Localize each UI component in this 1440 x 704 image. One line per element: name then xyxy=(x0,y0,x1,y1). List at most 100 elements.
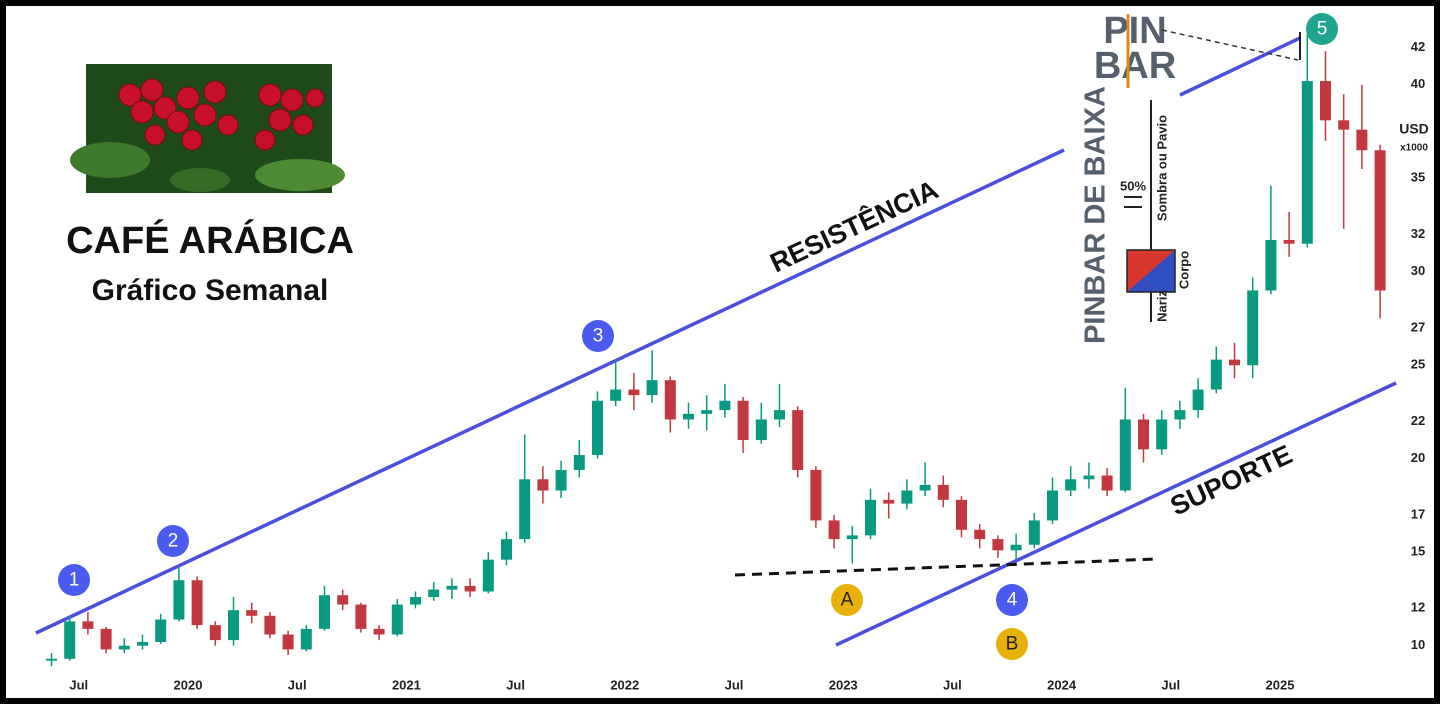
candle-body xyxy=(446,585,458,590)
candle-body xyxy=(391,604,403,635)
candle-body xyxy=(501,539,512,560)
resistance-line xyxy=(35,148,1065,635)
logo-text: BAR xyxy=(1094,45,1176,87)
candle-body xyxy=(337,595,349,605)
x-tick-label: 2020 xyxy=(174,677,203,692)
candle-body xyxy=(428,589,440,598)
coffee-photo xyxy=(70,64,345,193)
pinbar-body xyxy=(1126,249,1176,293)
point-marker: 2 xyxy=(157,525,189,557)
candle-body xyxy=(646,380,658,396)
candle-body xyxy=(464,585,476,592)
candle-body xyxy=(1065,479,1077,491)
resistance-line xyxy=(1179,36,1301,97)
marker-label: 4 xyxy=(1007,590,1018,611)
candle-body xyxy=(737,400,749,441)
candle-body xyxy=(683,413,694,420)
y-tick-label: 17 xyxy=(1411,506,1425,521)
y-tick-label: 10 xyxy=(1411,637,1425,652)
candle-body xyxy=(209,625,221,641)
candle-body xyxy=(118,645,130,650)
y-tick-label: 35 xyxy=(1411,170,1425,185)
y-tick-label: 27 xyxy=(1411,319,1425,334)
candle-body xyxy=(482,559,494,592)
candle-body xyxy=(573,454,585,470)
y-tick-label: 12 xyxy=(1411,600,1425,615)
y-axis-unit: x1000 xyxy=(1400,143,1428,154)
candle-body xyxy=(1210,359,1222,390)
candle-body xyxy=(1356,129,1368,151)
candle-body xyxy=(1301,81,1313,244)
point-marker: 3 xyxy=(582,320,614,352)
pinbar-legend: PIN BAR PINBAR DE BAIXA 50% Sombra ou Pa… xyxy=(1080,10,1301,344)
x-tick-label: Jul xyxy=(288,677,307,692)
marker-label: 5 xyxy=(1317,19,1328,40)
x-tick-label: 2024 xyxy=(1047,677,1077,692)
candle-body xyxy=(1374,150,1386,291)
y-tick-label: 22 xyxy=(1411,413,1425,428)
candle-body xyxy=(792,410,804,470)
chart-subtitle: Gráfico Semanal xyxy=(92,274,329,307)
candle-body xyxy=(701,410,713,414)
x-tick-label: Jul xyxy=(506,677,525,692)
candle-body xyxy=(1028,520,1040,545)
marker-label: 1 xyxy=(69,570,80,591)
candle-body xyxy=(628,389,640,396)
marker-label: 3 xyxy=(593,326,604,347)
candle-body xyxy=(1174,410,1186,420)
candle-body xyxy=(319,595,330,629)
candle-body xyxy=(664,380,676,420)
candle-body xyxy=(846,535,858,540)
candle-body xyxy=(937,484,949,500)
candle-body xyxy=(1156,419,1168,450)
x-tick-label: Jul xyxy=(69,677,88,692)
candle-body xyxy=(1010,544,1022,551)
marker-label: B xyxy=(1006,634,1019,655)
candle-body xyxy=(155,619,167,642)
x-tick-label: Jul xyxy=(725,677,744,692)
y-tick-label: 42 xyxy=(1411,39,1425,54)
candle-body xyxy=(1247,290,1259,366)
candles xyxy=(46,34,1386,667)
y-tick-label: 20 xyxy=(1411,450,1425,465)
candle-body xyxy=(373,628,385,635)
legend-shadow: Sombra ou Pavio xyxy=(1154,115,1169,221)
legend-nose: Nariz xyxy=(1154,290,1169,322)
candle-body xyxy=(1119,419,1131,491)
candle-body xyxy=(901,490,913,504)
candle-body xyxy=(228,610,239,641)
candle-body xyxy=(191,580,203,626)
candle-body xyxy=(719,400,731,411)
x-tick-label: Jul xyxy=(1161,677,1180,692)
y-tick-label: 40 xyxy=(1411,76,1425,91)
x-tick-label: 2025 xyxy=(1266,677,1295,692)
candle-body xyxy=(992,539,1004,551)
candle-body xyxy=(537,479,549,491)
y-axis-label: USD xyxy=(1399,121,1429,137)
candle-body xyxy=(592,400,603,455)
candle-body xyxy=(956,499,967,530)
candle-body xyxy=(300,628,312,650)
support-line xyxy=(835,381,1397,647)
legend-title: PINBAR DE BAIXA xyxy=(1080,86,1112,344)
x-tick-label: 2023 xyxy=(829,677,858,692)
candle-body xyxy=(1338,120,1350,130)
level-line xyxy=(734,557,1158,577)
candle-body xyxy=(264,615,276,635)
candle-body xyxy=(1101,475,1113,491)
candle-body xyxy=(1265,239,1277,291)
candle-body xyxy=(555,469,567,491)
candle-body xyxy=(1320,81,1331,121)
candle-body xyxy=(100,628,112,650)
y-tick-label: 25 xyxy=(1411,357,1425,372)
candle-body xyxy=(410,597,421,605)
y-tick-label: 15 xyxy=(1411,544,1425,559)
candle-body xyxy=(1138,419,1149,450)
candle-body xyxy=(82,621,94,629)
level-marker: A xyxy=(831,584,863,616)
candle-body xyxy=(755,419,767,441)
candle-body xyxy=(1283,239,1295,244)
x-tick-label: 2021 xyxy=(392,677,421,692)
chart-title: CAFÉ ARÁBICA xyxy=(66,218,354,262)
